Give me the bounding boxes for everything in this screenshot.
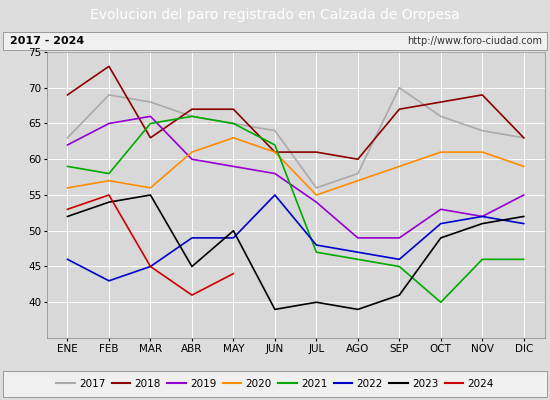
Text: 2017 - 2024: 2017 - 2024 [10,36,84,46]
Legend: 2017, 2018, 2019, 2020, 2021, 2022, 2023, 2024: 2017, 2018, 2019, 2020, 2021, 2022, 2023… [52,375,498,393]
Text: http://www.foro-ciudad.com: http://www.foro-ciudad.com [407,36,542,46]
Bar [3,32,547,50]
Bar [3,370,547,398]
Text: Evolucion del paro registrado en Calzada de Oropesa: Evolucion del paro registrado en Calzada… [90,8,460,22]
